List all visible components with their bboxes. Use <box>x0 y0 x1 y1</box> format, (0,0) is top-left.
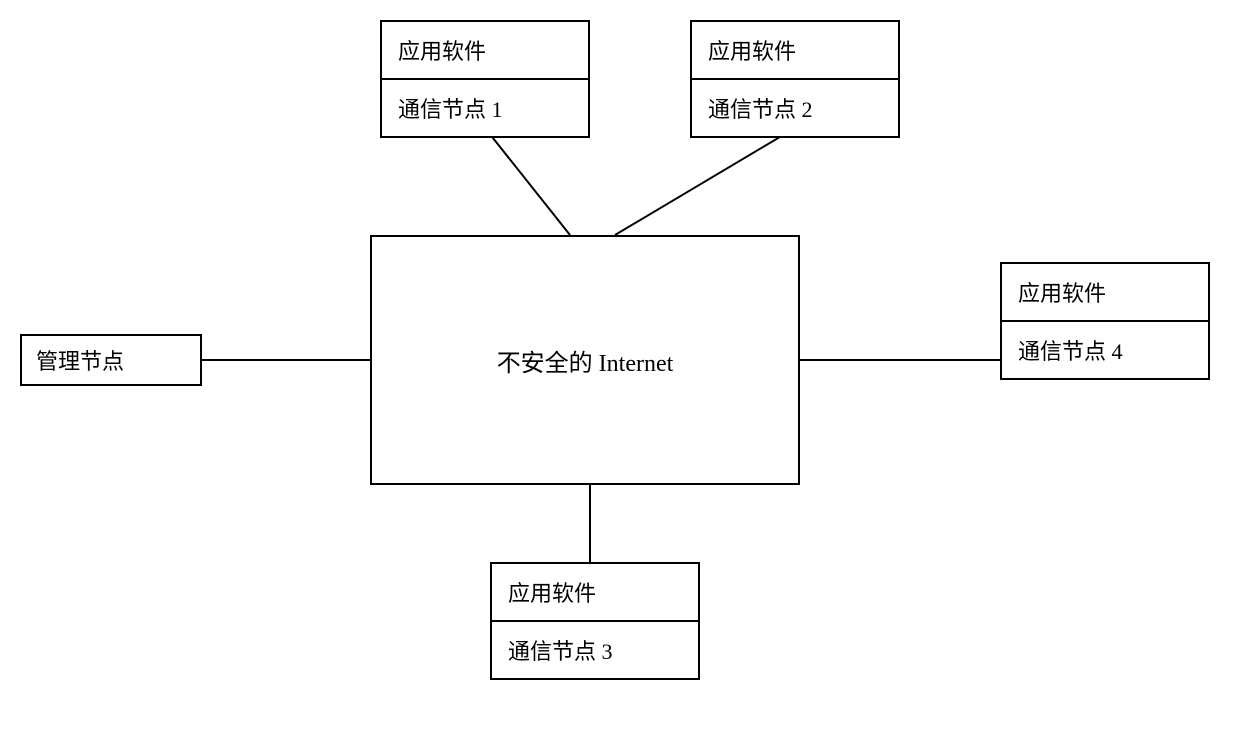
mgmt-node-label: 管理节点 <box>36 344 124 376</box>
comm-node-2-app-label: 应用软件 <box>692 22 898 78</box>
internet-label: 不安全的 Internet <box>497 343 674 378</box>
comm-node-3-app-label: 应用软件 <box>492 564 698 620</box>
mgmt-node-box: 管理节点 <box>20 334 202 386</box>
internet-box: 不安全的 Internet <box>370 235 800 485</box>
comm-node-4-node-label: 通信节点 4 <box>1002 320 1208 378</box>
comm-node-1: 应用软件 通信节点 1 <box>380 20 590 138</box>
comm-node-2: 应用软件 通信节点 2 <box>690 20 900 138</box>
comm-node-4-app-label: 应用软件 <box>1002 264 1208 320</box>
connector-line <box>615 128 795 235</box>
comm-node-4: 应用软件 通信节点 4 <box>1000 262 1210 380</box>
connector-line <box>485 128 570 235</box>
comm-node-1-app-label: 应用软件 <box>382 22 588 78</box>
comm-node-2-node-label: 通信节点 2 <box>692 78 898 136</box>
comm-node-3-node-label: 通信节点 3 <box>492 620 698 678</box>
comm-node-1-node-label: 通信节点 1 <box>382 78 588 136</box>
comm-node-3: 应用软件 通信节点 3 <box>490 562 700 680</box>
